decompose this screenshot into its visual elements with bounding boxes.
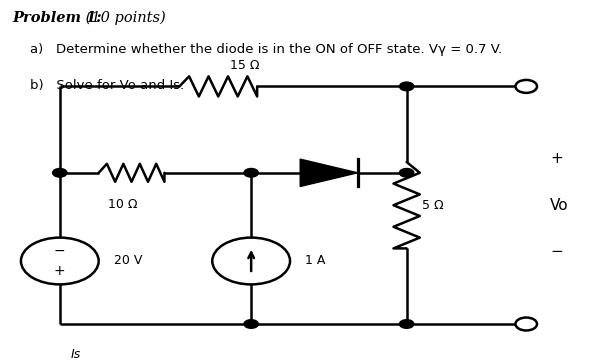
Circle shape [399,320,414,328]
Circle shape [53,168,67,177]
Circle shape [212,238,290,284]
Circle shape [515,318,537,330]
Text: +: + [550,151,563,166]
Text: b)   Solve for Vo and Is.: b) Solve for Vo and Is. [30,79,184,92]
Text: a)   Determine whether the diode is in the ON of OFF state. Vγ = 0.7 V.: a) Determine whether the diode is in the… [30,43,502,56]
Text: +: + [54,264,66,278]
Text: (10 points): (10 points) [81,11,166,25]
Circle shape [244,320,258,328]
Text: −: − [550,244,563,260]
Circle shape [515,80,537,93]
Text: 10 Ω: 10 Ω [108,198,137,211]
Polygon shape [300,159,358,186]
Text: Vo: Vo [550,198,569,213]
Text: −: − [54,244,66,258]
Text: Problem 1:: Problem 1: [12,11,102,25]
Circle shape [399,168,414,177]
Circle shape [244,168,258,177]
Circle shape [21,238,99,284]
Text: 5 Ω: 5 Ω [422,199,443,212]
Text: Is: Is [71,348,81,360]
Circle shape [399,82,414,91]
Text: 1 A: 1 A [305,255,325,267]
Text: 15 Ω: 15 Ω [230,59,260,72]
Text: 20 V: 20 V [114,255,142,267]
